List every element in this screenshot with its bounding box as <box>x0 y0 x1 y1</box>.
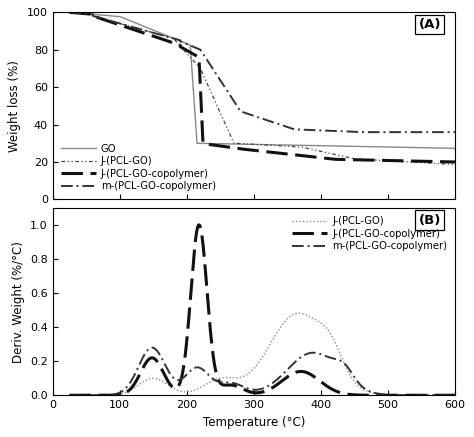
Text: (A): (A) <box>419 18 441 31</box>
Legend: GO, J-(PCL-GO), J-(PCL-GO-copolymer), m-(PCL-GO-copolymer): GO, J-(PCL-GO), J-(PCL-GO-copolymer), m-… <box>58 141 219 194</box>
Y-axis label: Weight loss (%): Weight loss (%) <box>9 60 21 152</box>
Y-axis label: Deriv. Weight (%/°C): Deriv. Weight (%/°C) <box>11 241 25 363</box>
Text: (B): (B) <box>419 214 441 227</box>
X-axis label: Temperature (°C): Temperature (°C) <box>203 416 305 429</box>
Legend: J-(PCL-GO), J-(PCL-GO-copolymer), m-(PCL-GO-copolymer): J-(PCL-GO), J-(PCL-GO-copolymer), m-(PCL… <box>289 213 450 254</box>
